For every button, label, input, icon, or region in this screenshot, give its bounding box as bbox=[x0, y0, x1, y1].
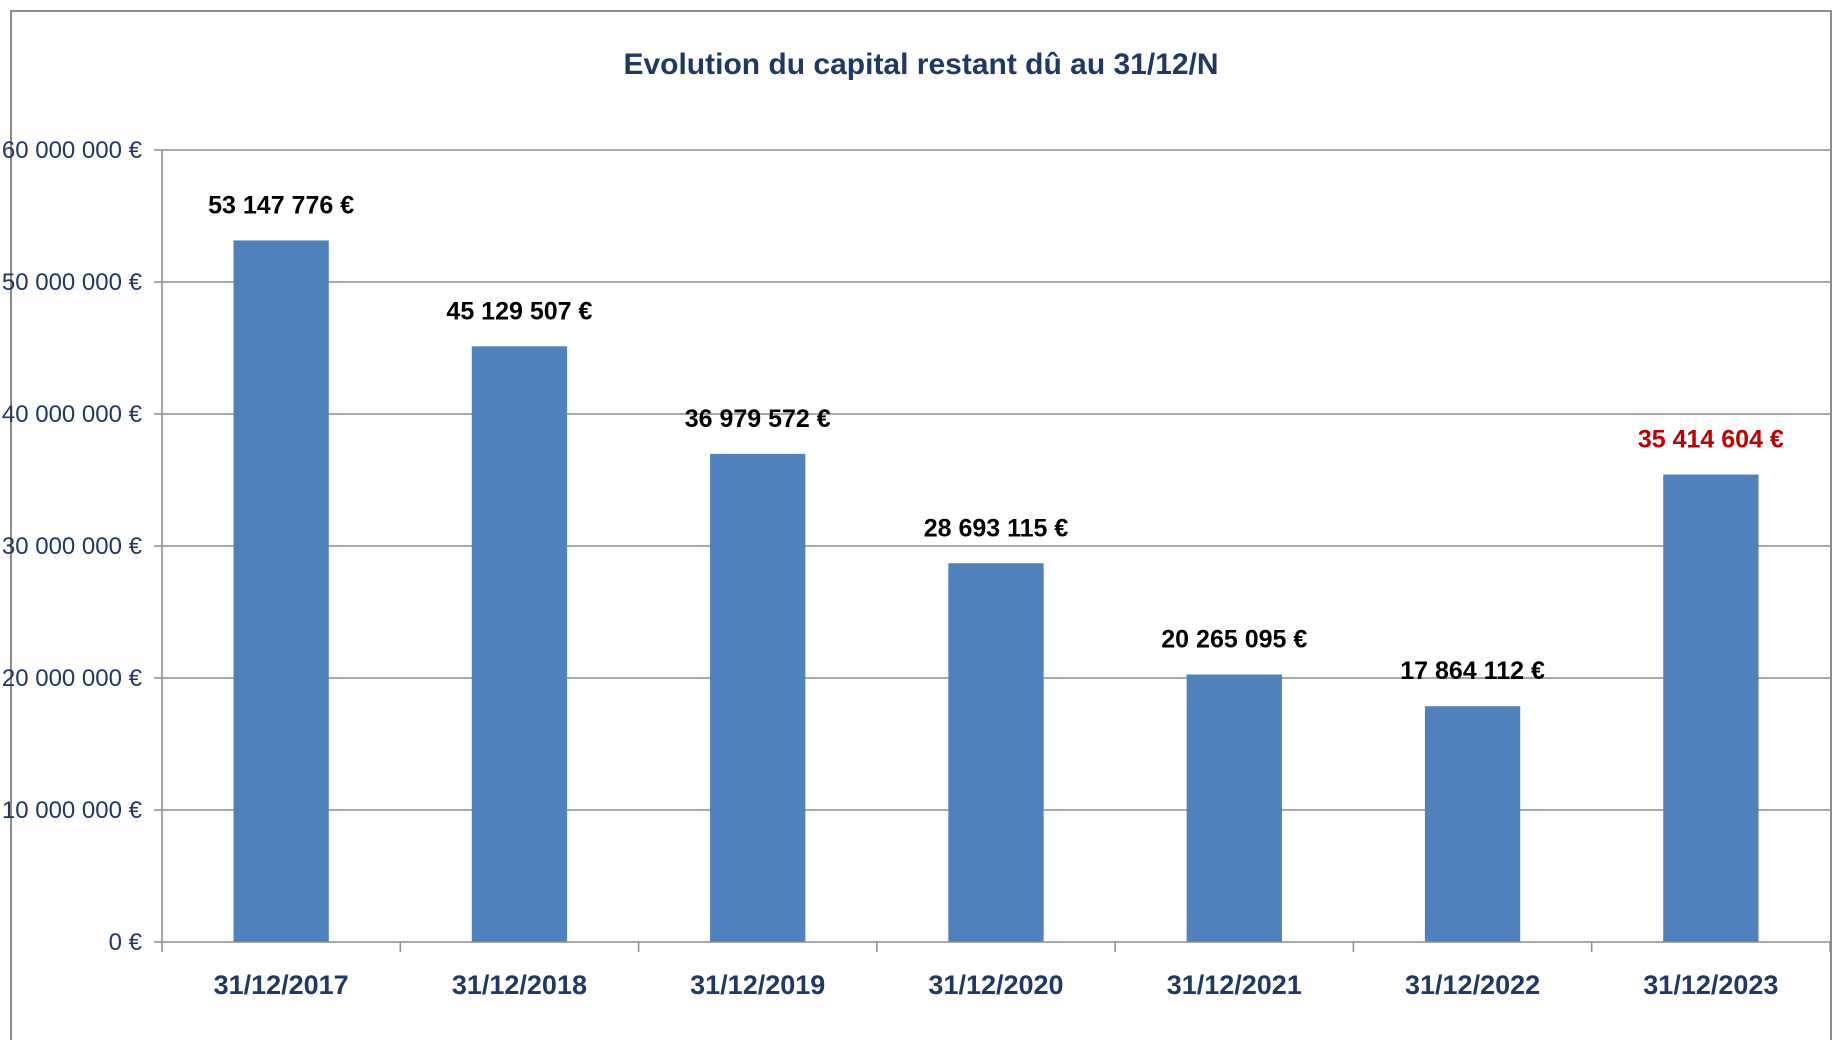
x-tick-label: 31/12/2022 bbox=[1405, 970, 1540, 1000]
data-label: 28 693 115 € bbox=[924, 514, 1069, 542]
bar-31-12-2017 bbox=[233, 240, 329, 943]
y-tick-label: 50 000 000 € bbox=[2, 269, 143, 296]
x-tick-label: 31/12/2017 bbox=[214, 970, 349, 1000]
bar-31-12-2021 bbox=[1186, 674, 1282, 942]
bar-31-12-2019 bbox=[710, 453, 806, 942]
data-labels: 53 147 776 € 45 129 507 € 36 979 572 € 28 6… bbox=[208, 191, 1784, 685]
y-tick-label: 40 000 000 € bbox=[2, 401, 143, 428]
y-tick-label: 30 000 000 € bbox=[2, 533, 143, 560]
axes: 0 € 10 000 000 € 20 000 000 € 30 000 000 € 4… bbox=[2, 137, 1831, 1000]
chart-title: Evolution du capital restant dû au 31/12… bbox=[623, 48, 1218, 81]
bar-31-12-2023 bbox=[1663, 474, 1759, 942]
x-tick-label: 31/12/2023 bbox=[1643, 970, 1778, 1000]
x-tick-label: 31/12/2020 bbox=[928, 970, 1063, 1000]
data-label: 36 979 572 € bbox=[685, 405, 831, 433]
data-label: 45 129 507 € bbox=[446, 297, 592, 325]
x-tick-label: 31/12/2019 bbox=[690, 970, 825, 1000]
data-label: 35 414 604 € bbox=[1638, 426, 1784, 454]
y-tick-label: 60 000 000 € bbox=[2, 137, 143, 164]
bar-31-12-2018 bbox=[471, 346, 568, 942]
data-label: 17 864 112 € bbox=[1400, 657, 1545, 685]
bar-31-12-2022 bbox=[1424, 706, 1521, 942]
data-label: 20 265 095 € bbox=[1161, 626, 1307, 654]
bars bbox=[233, 240, 1759, 943]
y-tick-label: 20 000 000 € bbox=[2, 665, 143, 692]
y-tick-label: 10 000 000 € bbox=[2, 797, 143, 824]
x-tick-label: 31/12/2021 bbox=[1167, 970, 1302, 1000]
bar-31-12-2020 bbox=[948, 563, 1044, 942]
data-label: 53 147 776 € bbox=[208, 191, 354, 219]
y-tick-label: 0 € bbox=[109, 929, 143, 956]
x-tick-label: 31/12/2018 bbox=[452, 970, 587, 1000]
